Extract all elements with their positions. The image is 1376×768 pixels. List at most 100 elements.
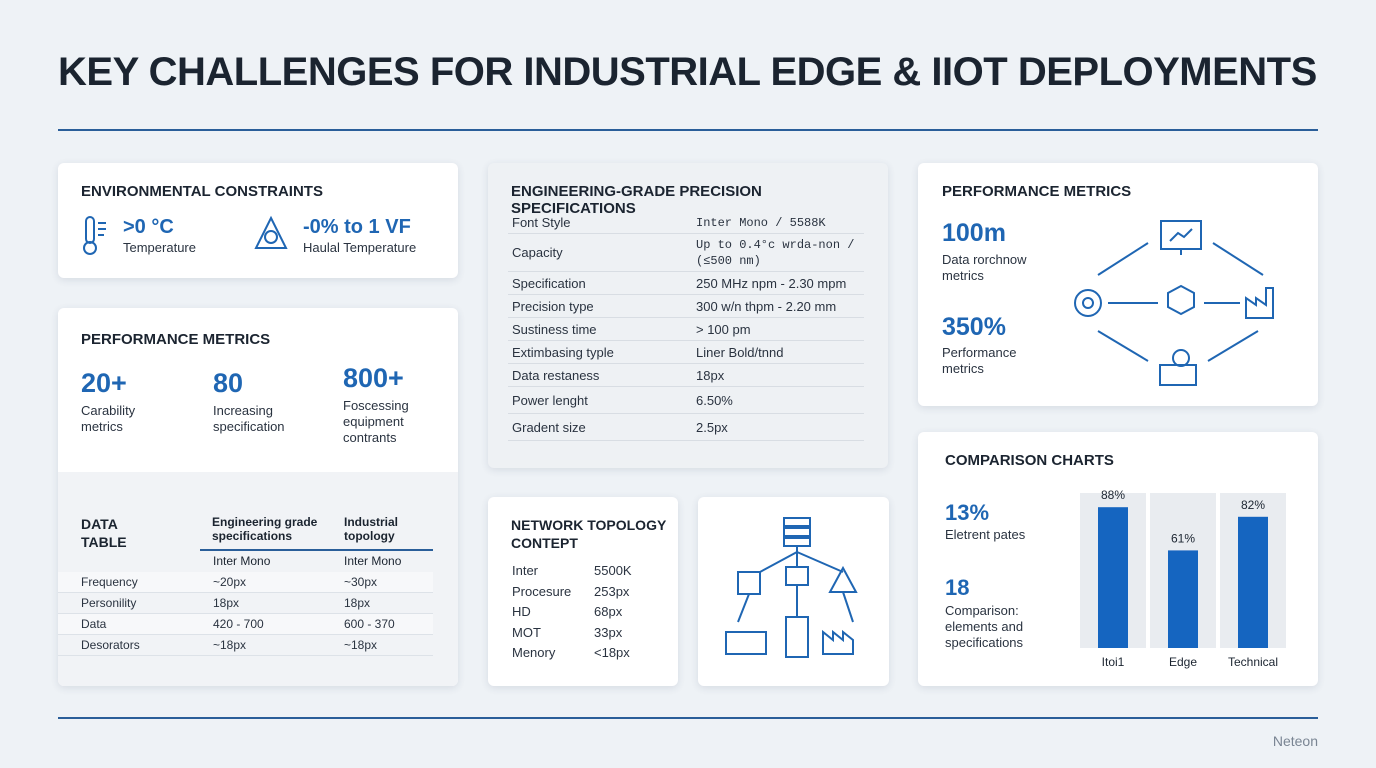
environmental-card: ENVIRONMENTAL CONSTRAINTS >0 °C Temperat… — [58, 163, 458, 278]
table-cell: ~30px — [344, 575, 378, 589]
metric-value: 350% — [942, 313, 1006, 341]
divider — [58, 717, 1318, 719]
table-header: Industrial topology — [344, 515, 399, 543]
network-value: 33px — [594, 624, 623, 640]
card-title: NETWORK TOPOLOGY CONTEPT — [511, 517, 667, 551]
footer: Neteon — [1272, 733, 1318, 749]
metric-value: 80 — [213, 368, 244, 398]
thermometer-icon — [83, 216, 106, 255]
spec-key: Sustiness time — [512, 321, 597, 337]
metric-value: -0% to 1 VF — [303, 216, 411, 238]
topology-icon — [725, 517, 858, 658]
metric-value: 20+ — [81, 368, 127, 398]
row-line — [508, 413, 864, 414]
table-header: Engineering grade specifications — [212, 515, 318, 543]
row-bg — [58, 572, 433, 593]
x-tick-label: Edge — [1169, 655, 1197, 669]
metric-label: Foscessing equipment contrants — [343, 398, 409, 445]
network-key: Menory — [512, 645, 556, 660]
divider — [58, 129, 1318, 131]
card-title: COMPARISON CHARTS — [945, 452, 1114, 469]
spec-value: 18px — [696, 367, 725, 383]
network-key: HD — [512, 604, 531, 619]
spec-key: Font Style — [512, 214, 571, 230]
bar-label: 82% — [1241, 498, 1265, 512]
spec-key: Power lenght — [512, 392, 588, 408]
metric-label: Increasing specification — [213, 403, 285, 434]
metric-label: Carability metrics — [81, 403, 136, 434]
performance-card: PERFORMANCE METRICS 20+ Carability metri… — [58, 308, 458, 686]
spec-value: Inter Mono / 5588K — [696, 215, 826, 230]
metric-label: Temperature — [123, 240, 196, 255]
metric-label: Data rorchnow metrics — [942, 252, 1027, 283]
row-line — [508, 271, 864, 272]
spec-key: Gradent size — [512, 419, 586, 435]
table-subheader: Inter Mono — [344, 554, 402, 568]
spec-key: Specification — [512, 275, 586, 291]
network-card: NETWORK TOPOLOGY CONTEPT Inter 5500K Proce… — [488, 497, 678, 686]
bar — [1168, 550, 1198, 648]
row-line — [508, 386, 864, 387]
spec-value: Up to 0.4°c wrda-non / (≤500 nm) — [696, 238, 855, 268]
network-icon — [254, 215, 288, 249]
row-bg — [58, 635, 433, 656]
table-cell: ~20px — [213, 575, 247, 589]
spec-value: Liner Bold/tnnd — [696, 344, 784, 360]
metric-value: 800+ — [343, 363, 404, 393]
row-line — [508, 317, 864, 318]
network-value: 68px — [594, 604, 623, 619]
spec-value: 300 w/n thpm - 2.20 mm — [696, 298, 837, 314]
table-area: DATA TABLE Engineering grade specificati… — [58, 472, 458, 686]
page-title: KEY CHALLENGES FOR INDUSTRIAL EDGE & IIO… — [58, 50, 1317, 94]
table-cell: ~18px — [344, 638, 378, 652]
table-subheader: Inter Mono — [213, 554, 271, 568]
spec-value: 2.5px — [696, 419, 728, 435]
spec-key: Data restaness — [512, 367, 600, 383]
metric-value: 100m — [942, 219, 1006, 247]
bar-label: 88% — [1101, 488, 1125, 502]
table-cell: ~18px — [213, 638, 247, 652]
bar-chart: 88% Itoi1 61% Edge 82% Technical — [1080, 488, 1286, 669]
hub-icon — [1074, 220, 1274, 386]
network-key: Inter — [512, 563, 539, 578]
metric-label: Performance metrics — [942, 345, 1017, 376]
row-line — [508, 294, 864, 295]
metric-label: Eletrent pates — [945, 527, 1026, 542]
row-line — [508, 233, 864, 234]
metric-value: 13% — [945, 500, 990, 525]
x-tick-label: Itoi1 — [1102, 655, 1125, 669]
row-line — [508, 440, 864, 441]
network-key: MOT — [512, 624, 541, 640]
performance-right-card: PERFORMANCE METRICS 100m Data rorchnow m… — [918, 163, 1318, 406]
network-value: 253px — [594, 583, 630, 599]
row-bg — [58, 614, 433, 635]
metric-label: Haulal Temperature — [303, 240, 417, 255]
spec-key: Extimbasing typle — [512, 344, 614, 360]
spec-value: 250 MHz npm - 2.30 mpm — [696, 275, 847, 291]
row-bg — [58, 593, 433, 614]
card-title: ENVIRONMENTAL CONSTRAINTS — [81, 183, 323, 200]
table-cell: Personility — [81, 596, 137, 610]
spec-value: > 100 pm — [696, 321, 751, 337]
network-value: 5500K — [594, 563, 632, 578]
table-cell: Desorators — [81, 638, 140, 652]
row-line — [508, 340, 864, 341]
table-cell: 18px — [213, 596, 240, 610]
metric-label: Comparison: elements and specifications — [945, 603, 1024, 650]
network-value: <18px — [594, 645, 630, 660]
table-cell: Data — [81, 617, 107, 631]
bar-label: 61% — [1171, 531, 1195, 545]
network-key: Procesure — [512, 583, 572, 599]
table-cell: 600 - 370 — [344, 617, 395, 631]
topology-card — [698, 497, 889, 686]
spec-key: Precision type — [512, 298, 594, 314]
card-title: PERFORMANCE METRICS — [81, 331, 271, 348]
x-tick-label: Technical — [1228, 655, 1278, 669]
table-cell: 420 - 700 — [213, 617, 264, 631]
specifications-card: ENGINEERING-GRADE PRECISION SPECIFICATIO… — [488, 163, 888, 468]
spec-value: 6.50% — [696, 392, 733, 408]
metric-value: >0 °C — [123, 216, 174, 238]
card-title: ENGINEERING-GRADE PRECISION SPECIFICATIO… — [511, 183, 762, 217]
table-title: DATA TABLE — [81, 516, 127, 550]
